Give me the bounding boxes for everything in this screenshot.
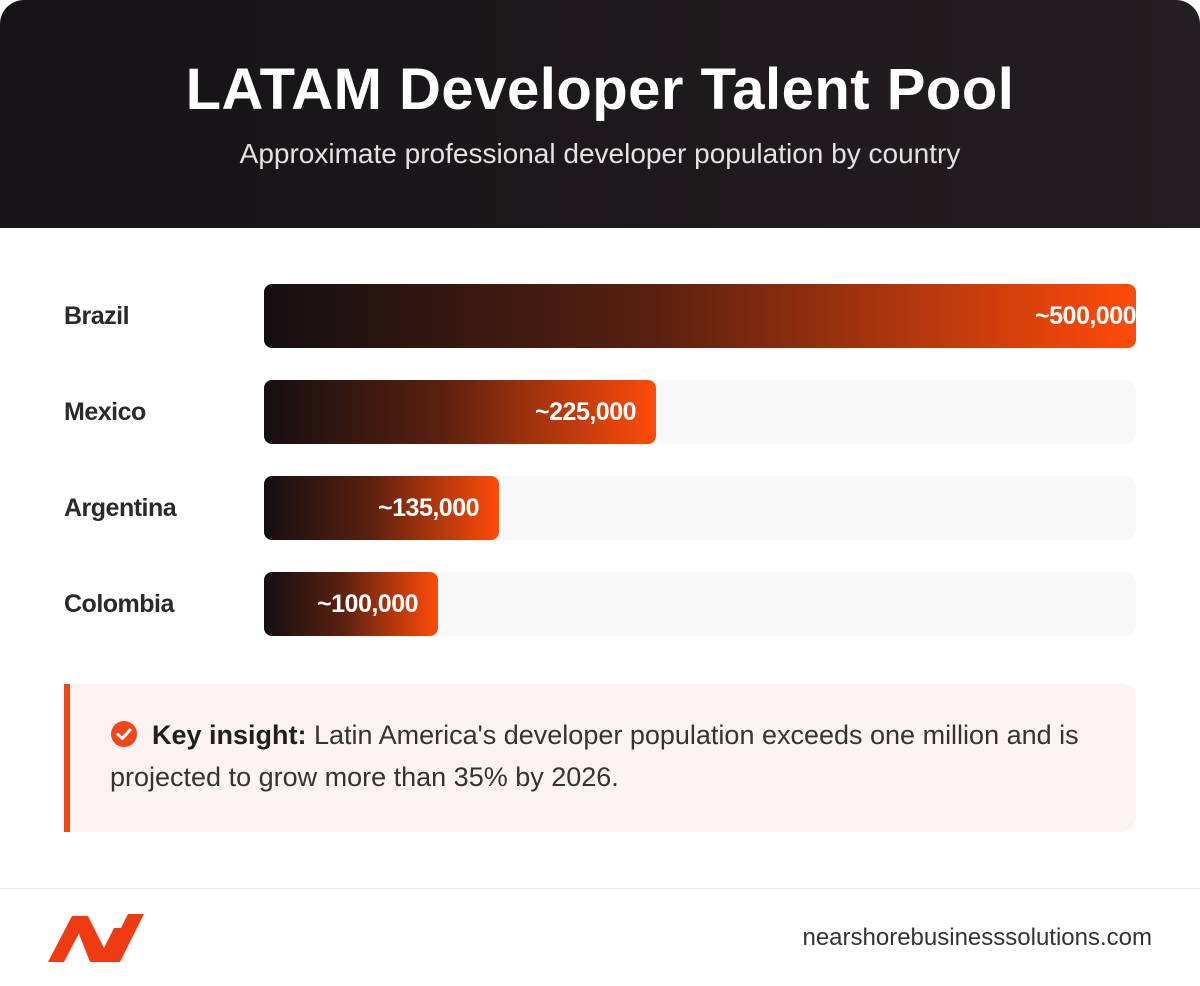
bar-value-label: ~135,000 (378, 494, 479, 522)
insight-body: Latin America's developer population exc… (110, 720, 1079, 792)
insight-text: Key insight: Latin America's developer p… (110, 714, 1100, 798)
bar (264, 572, 438, 636)
insight-accent-bar (64, 684, 70, 832)
header-banner: LATAM Developer Talent Pool Approximate … (0, 0, 1200, 228)
category-label: Colombia (64, 590, 174, 618)
bar (264, 380, 656, 444)
footer-divider (0, 888, 1200, 889)
insight-callout: Key insight: Latin America's developer p… (64, 684, 1136, 832)
bar-value-label: ~225,000 (535, 398, 636, 426)
website-link[interactable]: nearshorebusinesssolutions.com (802, 924, 1152, 951)
category-label: Mexico (64, 398, 146, 426)
page-title: LATAM Developer Talent Pool (185, 57, 1015, 122)
bar-value-label: ~100,000 (317, 590, 418, 618)
bar-track: ~100,000 (264, 572, 1136, 636)
bar (264, 284, 1136, 348)
bar-track: ~500,000 (264, 284, 1136, 348)
category-label: Argentina (64, 494, 177, 522)
bar-value-label: ~500,000 (1035, 302, 1136, 330)
brand-logo-icon (48, 914, 144, 962)
page-subtitle: Approximate professional developer popul… (239, 138, 961, 169)
category-label: Brazil (64, 302, 130, 330)
bar-chart: Brazil ~500,000 Mexico ~225,000 Argentina ~13… (0, 228, 1200, 658)
insight-lead: Key insight: (152, 720, 307, 750)
bar-track: ~225,000 (264, 380, 1136, 444)
bar-track: ~135,000 (264, 476, 1136, 540)
check-circle-icon (111, 721, 137, 747)
bar (264, 476, 499, 540)
